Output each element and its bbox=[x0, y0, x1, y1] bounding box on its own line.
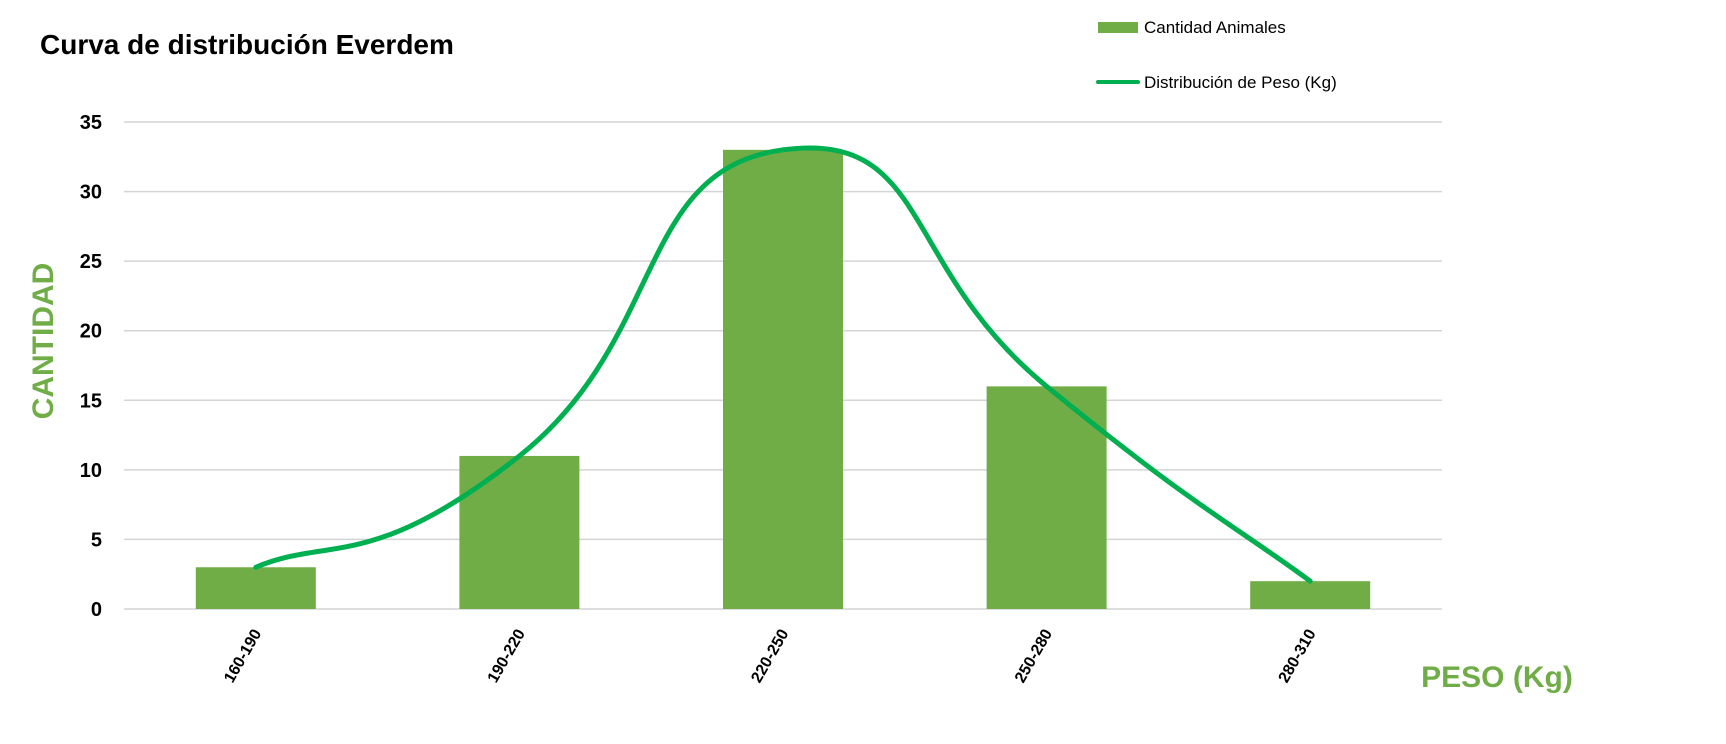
bar-220-250 bbox=[723, 149, 843, 610]
y-tick-label: 25 bbox=[80, 251, 102, 273]
bars bbox=[195, 149, 1371, 610]
bar-250-280 bbox=[986, 386, 1107, 609]
distribution-line-layer bbox=[253, 145, 1313, 584]
legend-bar-swatch bbox=[1098, 22, 1138, 33]
y-tick-label: 20 bbox=[80, 321, 102, 343]
y-axis-ticks: 0 5 10 15 20 25 30 35 bbox=[80, 112, 102, 621]
x-tick-label: 280-310 bbox=[1276, 626, 1320, 685]
y-axis-title: CANTIDAD bbox=[27, 263, 60, 420]
y-tick-label: 30 bbox=[80, 182, 102, 204]
y-tick-label: 35 bbox=[80, 112, 102, 134]
y-tick-label: 5 bbox=[91, 529, 102, 551]
y-tick-label: 10 bbox=[80, 460, 102, 482]
x-tick-label: 250-280 bbox=[1012, 626, 1056, 685]
x-tick-label: 190-220 bbox=[485, 626, 529, 685]
distribution-line bbox=[253, 145, 1313, 584]
y-tick-label: 15 bbox=[80, 390, 102, 412]
x-axis-title: PESO (Kg) bbox=[1421, 661, 1573, 694]
legend: Cantidad Animales Distribución de Peso (… bbox=[1096, 18, 1337, 92]
bar-280-310 bbox=[1250, 581, 1371, 609]
bar-190-220 bbox=[459, 455, 580, 609]
x-axis-ticks: 160-190 190-220 220-250 250-280 280-310 bbox=[221, 626, 1320, 685]
legend-label-line: Distribución de Peso (Kg) bbox=[1144, 73, 1337, 92]
bar-160-190 bbox=[195, 567, 316, 609]
x-tick-label: 160-190 bbox=[221, 626, 265, 685]
chart-title: Curva de distribución Everdem bbox=[40, 29, 454, 60]
legend-label-bar: Cantidad Animales bbox=[1144, 18, 1286, 37]
x-tick-label: 220-250 bbox=[748, 626, 792, 685]
y-tick-label: 0 bbox=[91, 599, 102, 621]
